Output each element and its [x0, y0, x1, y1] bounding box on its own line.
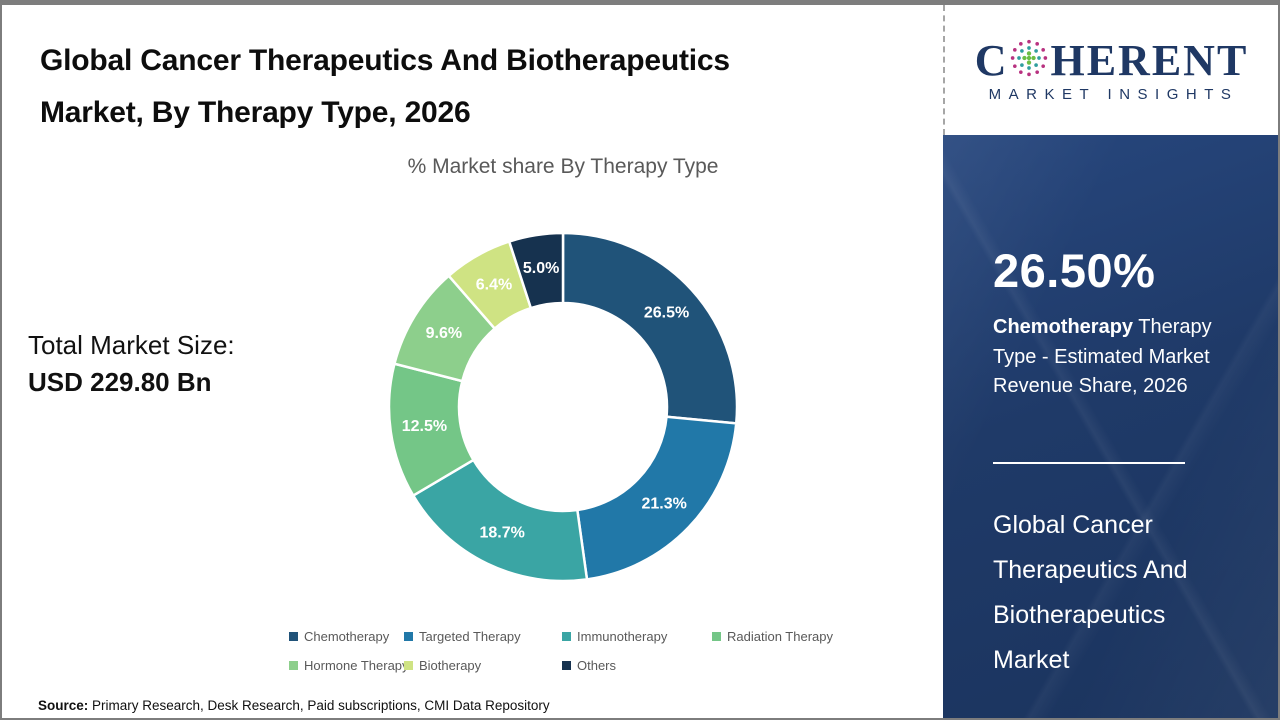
legend-label: Others: [577, 658, 617, 673]
brand-letter-c: C: [974, 35, 1009, 85]
total-market-size-label: Total Market Size:: [28, 330, 235, 360]
legend-item-others: Others: [562, 658, 712, 673]
donut-segment-label: 26.5%: [644, 304, 689, 321]
legend-item-biotherapy: Biotherapy: [404, 658, 562, 673]
legend-item-radiation-therapy: Radiation Therapy: [712, 629, 852, 644]
donut-chart: 26.5% 21.3% 18.7% 12.5% 9.6% 6.4% 5.0%: [353, 197, 773, 617]
legend-item-chemotherapy: Chemotherapy: [289, 629, 404, 644]
chart-legend: Chemotherapy Targeted Therapy Immunotherap…: [289, 629, 852, 673]
donut-chart-svg: 26.5% 21.3% 18.7% 12.5% 9.6% 6.4% 5.0%: [387, 231, 739, 583]
stat-description-bold: Chemotherapy: [993, 316, 1134, 338]
legend-label: Biotherapy: [419, 658, 482, 673]
donut-segment-chemotherapy: [561, 231, 739, 425]
brand-logo: C: [975, 38, 1249, 84]
globe-dots-icon: [1011, 39, 1048, 76]
legend-label: Targeted Therapy: [419, 629, 521, 644]
donut-segment-label: 9.6%: [426, 325, 462, 342]
stat-description: Chemotherapy Therapy Type - Estimated Ma…: [993, 313, 1241, 402]
sidebar: C: [943, 5, 1278, 718]
donut-segment-others: [507, 231, 565, 310]
legend-item-hormone-therapy: Hormone Therapy: [289, 658, 409, 673]
stat-description-rest: Therapy Type - Estimated Market Revenue …: [993, 316, 1212, 397]
source-line: Source: Primary Research, Desk Research,…: [38, 698, 550, 713]
legend-swatch: [404, 661, 413, 670]
donut-segment-label: 12.5%: [402, 418, 447, 435]
legend-swatch: [712, 632, 721, 641]
brand-tagline: MARKET INSIGHTS: [988, 85, 1239, 103]
legend-label: Hormone Therapy: [304, 658, 409, 673]
donut-segment-label: 18.7%: [480, 525, 525, 542]
main-content-area: Global Cancer Therapeutics And Biotherap…: [2, 5, 943, 718]
page-title-line1: Global Cancer Therapeutics And Biotherap…: [40, 44, 730, 77]
sidebar-market-name: Global Cancer Therapeutics And Biotherap…: [993, 511, 1188, 674]
legend-item-immunotherapy: Immunotherapy: [562, 629, 712, 644]
legend-label: Chemotherapy: [304, 629, 390, 644]
page-title: Global Cancer Therapeutics And Biotherap…: [40, 35, 920, 139]
legend-swatch: [562, 661, 571, 670]
legend-swatch: [404, 632, 413, 641]
legend-swatch: [289, 632, 298, 641]
legend-label: Radiation Therapy: [727, 629, 833, 644]
source-label: Source:: [38, 698, 89, 713]
stat-value: 26.50%: [993, 244, 1156, 297]
donut-segment-label: 5.0%: [523, 260, 559, 277]
donut-segment-targeted-therapy: [575, 415, 738, 581]
legend-item-targeted-therapy: Targeted Therapy: [404, 629, 562, 644]
page-title-line2: Market, By Therapy Type, 2026: [40, 96, 471, 129]
total-market-size-value: USD 229.80 Bn: [28, 367, 212, 397]
sidebar-divider: [993, 462, 1185, 464]
legend-label: Immunotherapy: [577, 629, 668, 644]
legend-swatch: [289, 661, 298, 670]
logo-panel: C: [943, 5, 1278, 135]
legend-swatch: [562, 632, 571, 641]
chart-title: % Market share By Therapy Type: [407, 155, 719, 178]
brand-word-rest: HERENT: [1050, 35, 1249, 85]
donut-segment-label: 21.3%: [641, 495, 686, 512]
donut-segment-label: 6.4%: [476, 277, 512, 294]
source-text: Primary Research, Desk Research, Paid su…: [88, 698, 550, 713]
sidebar-blue-panel: 26.50% Chemotherapy Therapy Type - Estim…: [943, 135, 1278, 718]
total-market-size: Total Market Size: USD 229.80 Bn: [28, 327, 235, 401]
